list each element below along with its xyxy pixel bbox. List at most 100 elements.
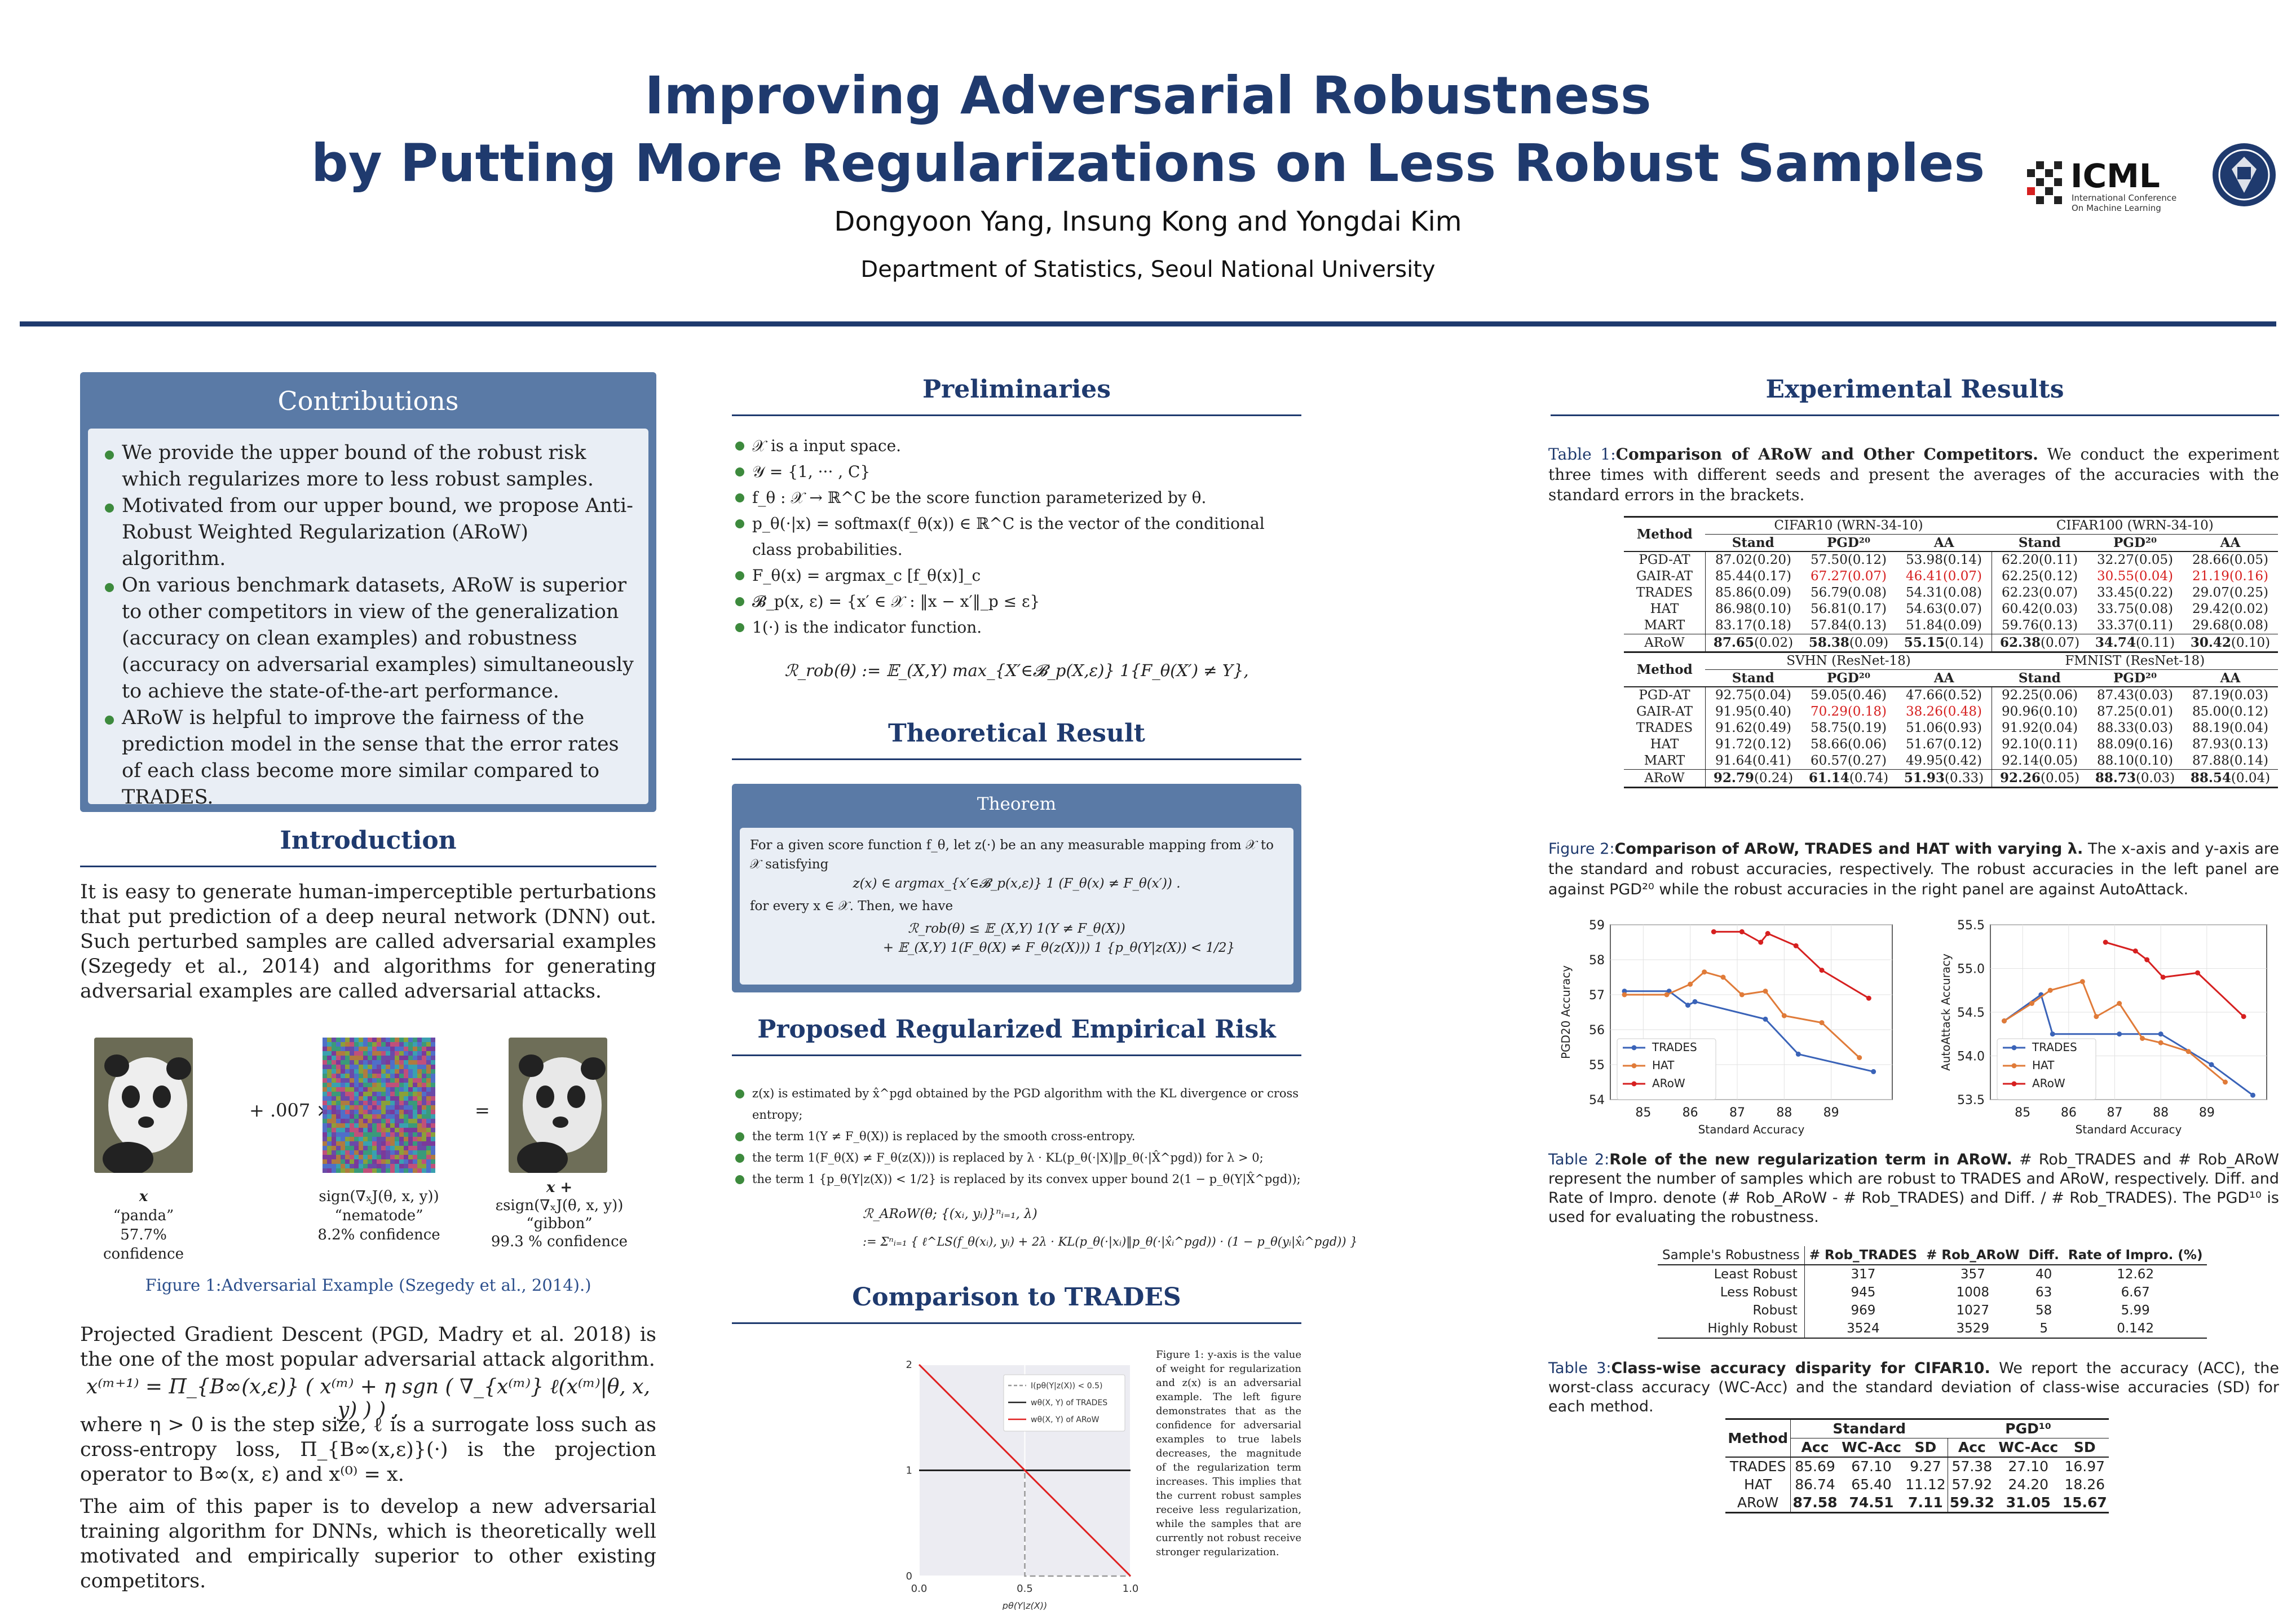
table-cell: 92.14(0.05) — [1992, 753, 2088, 770]
table-cell: 59.05(0.46) — [1810, 688, 1887, 703]
list-item: 𝒳 is a input space. — [732, 433, 1301, 459]
table-cell: 55.15(0.14) — [1896, 634, 1993, 653]
data-point — [2158, 1031, 2163, 1037]
legend-marker — [1631, 1045, 1637, 1051]
snu-emblem — [2210, 141, 2278, 209]
table-header: Method — [1624, 516, 1706, 552]
table-cell: 91.64(0.41) — [1705, 753, 1802, 770]
data-point — [1857, 1055, 1862, 1061]
data-point — [2209, 1062, 2214, 1067]
table-cell: 31.05 — [1996, 1494, 2061, 1513]
table-cell: 67.27(0.07) — [1810, 569, 1887, 584]
y-tick-label: 2 — [906, 1359, 912, 1371]
table-cell: 969 — [1851, 1303, 1876, 1318]
table-cell: 56.79(0.08) — [1810, 585, 1887, 600]
list-item: ARoW is helpful to improve the fairness … — [101, 705, 635, 811]
table-header: PGD²⁰ — [1801, 669, 1896, 687]
data-point — [1793, 943, 1799, 948]
adv-class-name: “gibbon” — [526, 1215, 593, 1232]
table-cell: 92.10(0.11) — [2002, 737, 2078, 752]
table-1-caption: Table 1:Comparison of ARoW and Other Com… — [1548, 445, 2279, 504]
list-item: 𝒴 = {1, ··· , C} — [732, 459, 1301, 485]
table-cell: 90.96(0.10) — [2002, 704, 2078, 719]
table-cell: TRADES — [1624, 720, 1706, 736]
table-cell: 65.40 — [1851, 1476, 1892, 1493]
x-tick-label: 85 — [2015, 1106, 2030, 1120]
table-cell: HAT — [1725, 1476, 1791, 1494]
table-header: PGD¹⁰ — [1948, 1418, 2109, 1438]
table-header: # Rob_ARoW — [1922, 1246, 2024, 1265]
x-axis-label: Standard Accuracy — [2076, 1123, 2182, 1136]
table-cell: HAT — [1624, 736, 1706, 753]
table-cell: 91.62(0.49) — [1715, 721, 1792, 735]
x-tick-label: 88 — [1776, 1106, 1792, 1120]
table-header: Diff. — [2024, 1246, 2064, 1265]
table-cell: 53.98(0.14) — [1896, 551, 1993, 568]
table-cell: 58.75(0.19) — [1810, 721, 1887, 735]
table-cell: 57.92 — [1951, 1476, 1993, 1493]
table-cell: 33.75(0.08) — [2097, 602, 2174, 616]
table-cell: 83.17(0.18) — [1705, 617, 1802, 634]
x-label: x — [139, 1188, 148, 1205]
data-point — [2029, 1001, 2034, 1006]
table-cell: 87.43(0.03) — [2097, 688, 2174, 703]
y-tick-label: 1 — [906, 1465, 912, 1477]
autoattack-accuracy-chart: 85 86 87 88 89 53.5 54.0 54.5 55.0 55.5 Standard A… — [1928, 914, 2278, 1139]
legend-label: wθ(X, Y) of ARoW — [1031, 1415, 1100, 1424]
list-item: F_θ(x) = argmax_c [f_θ(x)]_c — [732, 563, 1301, 589]
table-cell: 91.92(0.04) — [2002, 721, 2078, 735]
svg-text:On Machine Learning: On Machine Learning — [2072, 203, 2161, 213]
theorem-line-1: For a given score function f_θ, let z(·)… — [750, 838, 1274, 872]
x-tick-label: 1.0 — [1123, 1583, 1139, 1595]
contributions-list: We provide the upper bound of the robust… — [101, 440, 635, 811]
x-tick-label: 0.5 — [1017, 1583, 1033, 1595]
data-point — [2140, 1036, 2145, 1041]
table-cell: ARoW — [1624, 769, 1706, 788]
data-point — [2002, 1018, 2007, 1023]
table-cell: 87.25(0.01) — [2097, 704, 2174, 719]
table-cell: PGD-AT — [1624, 551, 1706, 568]
affiliation: Department of Statistics, Seoul National… — [860, 257, 1436, 283]
table-cell: 88.54(0.04) — [2183, 769, 2278, 788]
table-cell: 945 — [1851, 1285, 1876, 1300]
theorem-eq-2b: + 𝔼_(X,Y) 1(F_θ(X) ≠ F_θ(z(X))) 1 {p_θ(Y… — [882, 941, 1235, 955]
table-cell: ARoW — [1624, 634, 1706, 653]
title-line-2: by Putting More Regularizations on Less … — [311, 133, 1985, 193]
table-cell: 3524 — [1804, 1320, 1922, 1339]
table-cell: Least Robust — [1658, 1265, 1805, 1283]
table-2: Sample's Robustness # Rob_TRADES # Rob_ARo… — [1658, 1246, 2207, 1339]
table-cell: 60.57(0.27) — [1801, 753, 1896, 770]
authors: Dongyoon Yang, Insung Kong and Yongdai K… — [834, 206, 1462, 237]
table-row: HAT 86.98(0.10) 56.81(0.17) 54.63(0.07) 60.4… — [1624, 601, 2278, 617]
data-point — [1702, 969, 1707, 975]
table-cell: 87.65(0.02) — [1705, 634, 1802, 653]
table-cell: 357 — [1960, 1267, 1985, 1282]
adv-label-2: εsign(∇ₓJ(θ, x, y)) — [495, 1197, 624, 1214]
table-cell: 11.12 — [1904, 1476, 1948, 1494]
section-rule — [1551, 414, 2279, 416]
section-rule — [732, 1322, 1301, 1324]
list-item: Motivated from our upper bound, we propo… — [101, 493, 635, 572]
theorem-eq-1: z(x) ∈ argmax_{x′∈𝓑_p(x,ε)} 1 (F_θ(x) ≠ … — [853, 876, 1181, 891]
legend-marker — [2011, 1081, 2017, 1087]
proposed-list: z(x) is estimated by x̂^pgd obtained by … — [732, 1083, 1301, 1190]
data-point — [1781, 1013, 1787, 1018]
table-cell: 59.76(0.13) — [1992, 617, 2088, 634]
table-row: Robust 969 1027 58 5.99 — [1658, 1301, 2207, 1320]
y-tick-label: 58 — [1589, 954, 1605, 968]
table-cell: 1027 — [1956, 1303, 1990, 1318]
table-cell: 7.11 — [1904, 1494, 1948, 1513]
y-tick-label: 55.0 — [1957, 963, 1985, 977]
table-cell: 54.63(0.07) — [1896, 601, 1993, 617]
table-cell: Less Robust — [1658, 1283, 1805, 1301]
table-header: SD — [2060, 1438, 2109, 1458]
table-header: Rate of Impro. (%) — [2063, 1246, 2207, 1265]
data-point — [1720, 974, 1726, 980]
legend-label: ARoW — [1652, 1076, 1685, 1090]
list-item: We provide the upper bound of the robust… — [101, 440, 635, 493]
table-cell: 56.81(0.17) — [1810, 602, 1887, 616]
icml-logo: ICML International Conference On Machine… — [2024, 152, 2193, 220]
table-header: PGD²⁰ — [1801, 534, 1896, 552]
table-cell: MART — [1624, 753, 1706, 770]
table-cell: HAT — [1624, 601, 1706, 617]
